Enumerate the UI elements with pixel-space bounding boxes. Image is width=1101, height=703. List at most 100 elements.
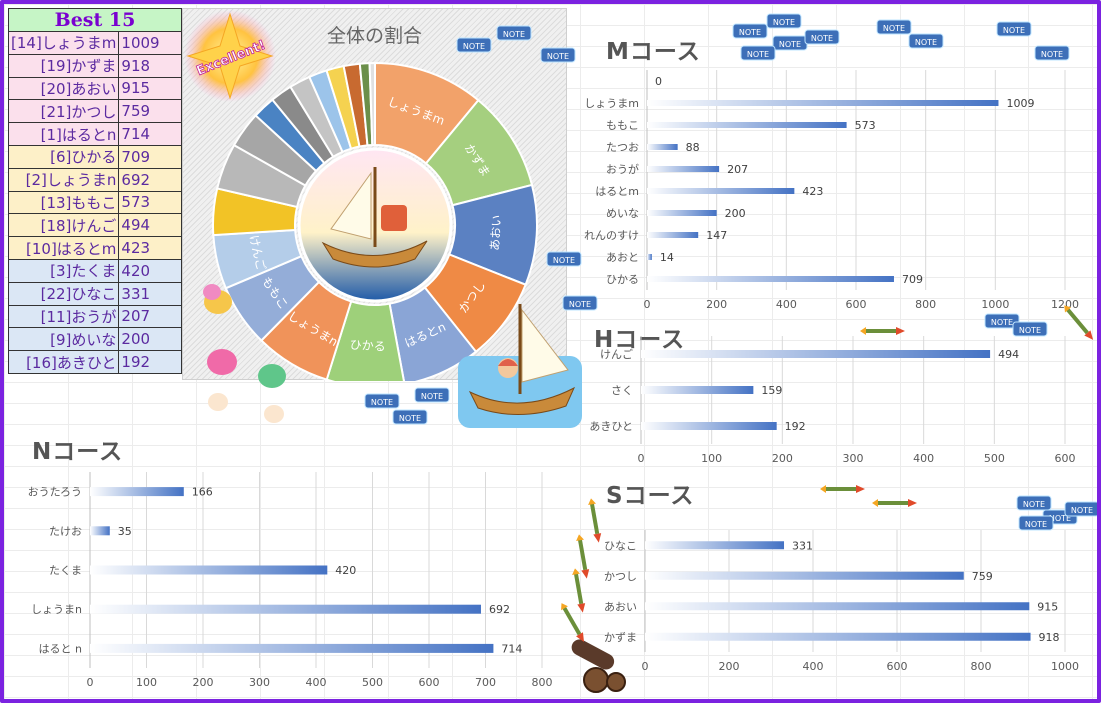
x-tick-label: 0 [642,660,649,673]
bar [647,100,999,106]
bar-value-label: 0 [655,75,662,88]
y-category-label: しょうまn [31,603,82,616]
bar [647,122,847,128]
note-sticker-icon: NOTE [1064,501,1100,517]
bar [641,386,754,394]
ranking-name: [10]はるとm [7,236,120,260]
pie-slice-label: ひかる [349,338,386,354]
bar [647,276,894,282]
note-sticker-icon: NOTE [496,25,532,41]
bar-value-label: 207 [727,163,748,176]
note-sticker-icon: NOTE [1016,495,1052,511]
ranking-title: Best 15 [8,8,182,32]
note-label: NOTE [503,30,525,39]
bar-value-label: 88 [686,141,700,154]
bar-value-label: 759 [972,570,993,583]
center-boat-icon [321,240,428,268]
y-category-label: けんご [600,347,633,361]
ranking-row: [21]かつし 759 [7,99,182,124]
ranking-row: [2]しょうまn 692 [7,167,182,192]
bar [641,422,777,430]
x-tick-label: 800 [971,660,992,673]
rocket-icon [572,568,586,613]
note-label: NOTE [1071,506,1093,515]
ranking-name: [18]けんご [7,213,120,238]
ranking-name: [14]しょうまm [7,31,120,55]
note-label: NOTE [371,398,393,407]
m-course-bar-chart: 0 200 400 600 800 1000 1200 0 しょうまm 1009 ももこ 573 たつお… [584,70,1079,311]
boat-hull-icon [468,386,576,415]
sail-icon [521,308,569,383]
ranking-row: [20]あおい 915 [7,76,182,101]
note-label: NOTE [399,414,421,423]
pink-bird-icon [207,349,237,375]
bar-value-label: 35 [118,525,132,538]
note-sticker-icon: NOTE [546,251,582,267]
y-category-label: たくま [49,564,82,577]
ranking-name: [2]しょうまn [7,167,120,192]
bar-value-label: 714 [501,642,522,655]
m-course-title: Mコース [606,39,701,65]
bar [90,487,184,497]
ranking-row: [14]しょうまm 1009 [7,31,182,55]
note-label: NOTE [1023,500,1045,509]
x-tick-label: 600 [887,660,908,673]
note-label: NOTE [739,28,761,37]
ranking-row: [18]けんご 494 [7,213,182,238]
bar-value-label: 200 [725,207,746,220]
ranking-row: [16]あきひと 192 [7,350,182,374]
s-course-title: Sコース [606,483,695,509]
rocket-icon [1064,305,1094,340]
rocket-icon [561,603,584,643]
ranking-row: [11]おうが 207 [7,304,182,329]
ranking-score: 1009 [118,31,182,55]
ranking-name: [16]あきひと [7,350,120,374]
note-label: NOTE [1025,520,1047,529]
note-sticker-icon: NOTE [876,19,912,35]
note-sticker-icon: NOTE [804,29,840,45]
ship-illustration [458,304,582,428]
x-tick-label: 600 [846,298,867,311]
bar [647,188,795,194]
bar-value-label: 573 [855,119,876,132]
bar [645,571,964,580]
bar [647,254,652,260]
y-category-label: あきひと [589,420,633,433]
x-tick-label: 300 [843,452,864,465]
note-label: NOTE [1019,326,1041,335]
note-sticker-icon: NOTE [732,23,768,39]
ranking-score: 709 [118,144,182,169]
x-tick-label: 400 [803,660,824,673]
ranking-name: [6]ひかる [7,144,120,169]
ranking-name: [11]おうが [7,304,120,329]
y-category-label: かつし [604,570,637,583]
note-sticker-icon: NOTE [1018,515,1054,531]
ranking-score: 420 [118,258,182,283]
s-course-bar-chart: 0 200 400 600 800 1000 ひなこ 331 かつし 759 あおい 915 かずま 91… [604,530,1079,673]
ranking-score: 573 [118,190,182,215]
note-label: NOTE [991,318,1013,327]
h-course-bar-chart: 0 100 200 300 400 500 600 けんご 494 さく 159 あきひと 192 [589,336,1076,465]
ranking-name: [13]ももこ [7,190,120,215]
y-category-label: れんのすけ [584,229,639,242]
note-label: NOTE [883,24,905,33]
bar-value-label: 1009 [1006,97,1034,110]
x-tick-label: 400 [306,676,327,689]
note-sticker-icon: NOTE [740,45,776,61]
y-category-label: たつお [606,141,639,154]
x-tick-label: 200 [772,452,793,465]
y-category-label: めいな [606,207,639,220]
bar [647,166,720,172]
ranking-score: 192 [118,350,182,374]
bar [647,144,678,150]
bar-value-label: 331 [792,539,813,552]
x-tick-label: 300 [249,676,270,689]
x-tick-label: 600 [1055,452,1076,465]
y-category-label: はるとm [595,185,639,198]
y-category-label: さく [611,384,633,397]
ranking-score: 918 [118,53,182,78]
ranking-name: [19]かずま [7,53,120,78]
bar-value-label: 494 [998,348,1019,361]
x-tick-label: 200 [193,676,214,689]
excellent-badge: Excellent! [184,10,276,102]
